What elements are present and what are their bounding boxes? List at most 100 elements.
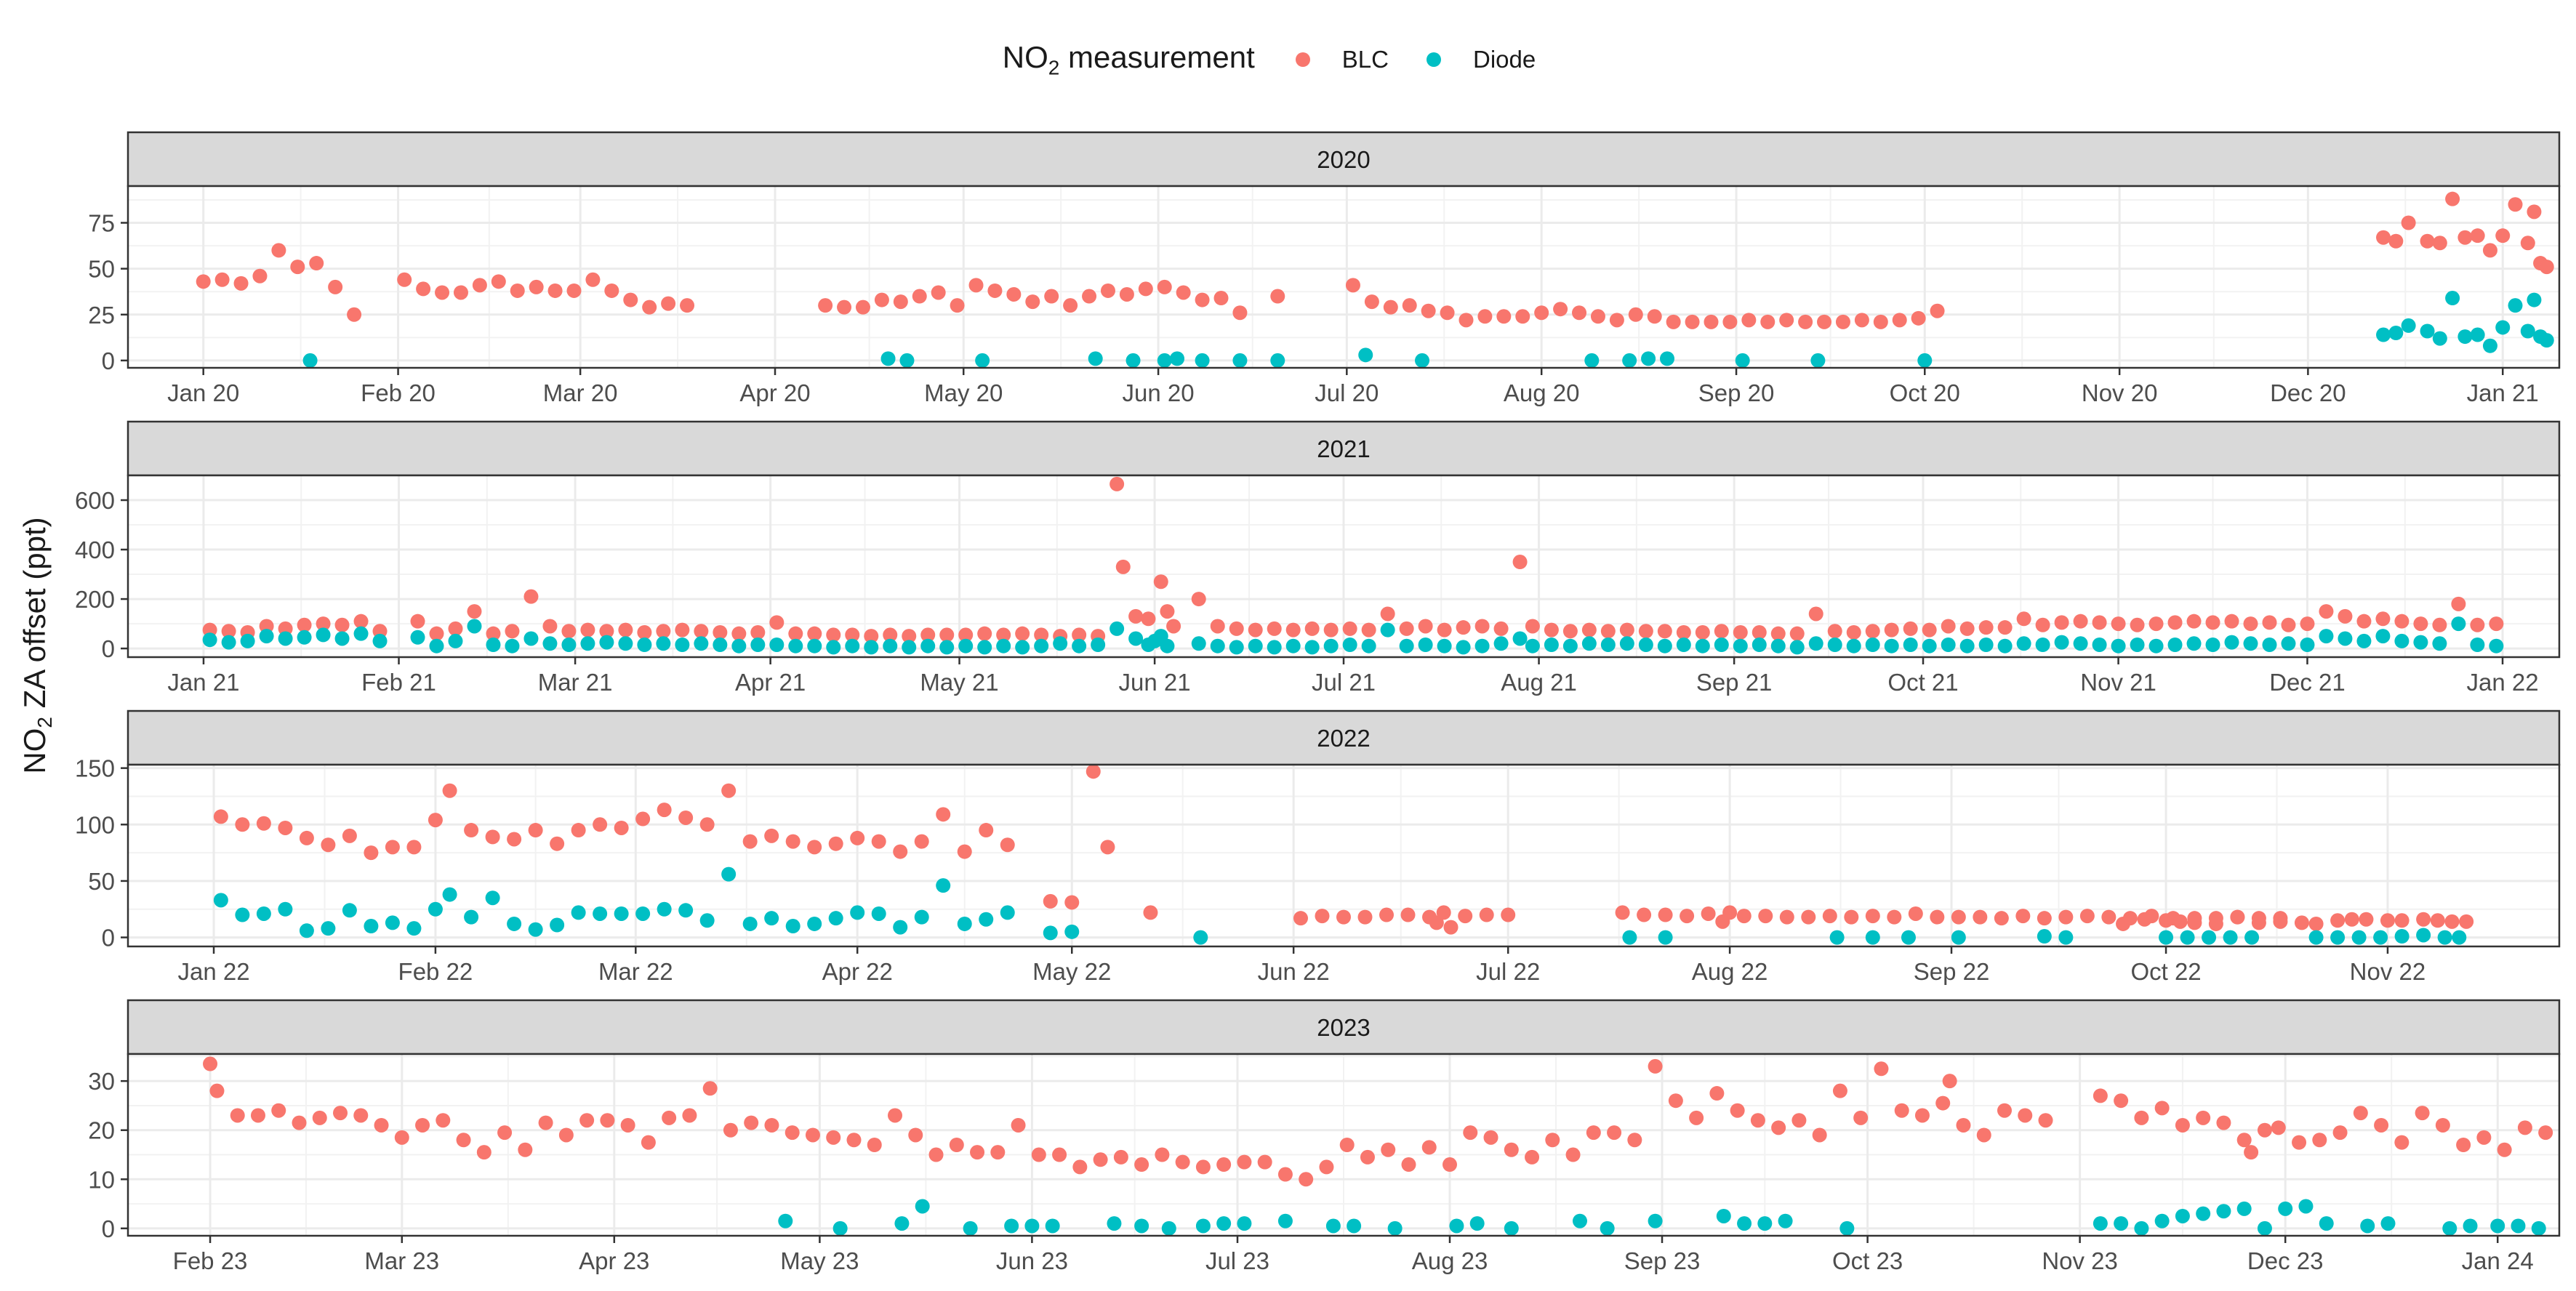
data-points [203,1056,2553,1236]
point-diode [1229,640,1244,655]
point-blc [2476,1130,2492,1145]
point-blc [528,823,543,838]
point-blc [928,1147,944,1162]
panel-strip [127,131,2561,188]
point-blc [2432,617,2447,632]
point-blc [1379,907,1395,922]
point-diode [1415,353,1430,368]
panel-border [127,185,2561,369]
point-diode [618,636,633,651]
point-diode [2236,1201,2252,1216]
point-diode [2243,636,2258,651]
point-blc [1668,1093,1683,1109]
point-blc [893,844,908,859]
point-blc [1874,1061,1889,1077]
point-blc [2054,615,2069,630]
point-blc [196,274,211,289]
point-diode [635,906,651,921]
point-blc [505,624,520,639]
point-blc [1733,624,1748,640]
point-diode [1088,351,1103,366]
point-diode [915,1199,930,1214]
point-blc [566,283,582,298]
point-blc [1760,314,1775,329]
point-diode [1161,1220,1176,1236]
point-diode [1735,353,1750,368]
point-blc [678,810,694,825]
point-diode [1789,640,1805,655]
point-blc [1515,309,1530,324]
point-blc [278,820,293,835]
legend-swatch-blc [1295,52,1310,67]
point-blc [1400,907,1416,922]
x-tick-label: Feb 22 [398,958,473,985]
point-blc [2444,914,2460,929]
x-tick-label: Jul 21 [1312,669,1376,696]
legend-label-diode: Diode [1473,46,1536,73]
point-blc [2420,233,2435,249]
point-diode [2463,1218,2478,1234]
point-blc [2401,215,2416,230]
point-blc [2093,1088,2108,1103]
x-tick-label: Aug 23 [1412,1247,1488,1274]
point-diode [221,635,236,650]
point-blc [442,783,457,798]
point-blc [2196,1110,2211,1125]
point-blc [2101,909,2116,925]
point-diode [342,903,357,918]
point-blc [491,274,506,289]
point-blc [2244,1145,2259,1160]
point-diode [2360,1218,2375,1234]
point-diode [893,920,908,935]
point-blc [807,626,822,641]
point-diode [1922,638,1937,653]
point-blc [290,260,305,275]
point-diode [656,636,671,651]
point-diode [2452,930,2467,945]
point-blc [1607,1125,1622,1141]
point-blc [476,1145,491,1160]
point-blc [1808,606,1823,622]
point-blc [416,281,431,297]
point-blc [429,626,444,641]
point-diode [2437,930,2452,945]
point-diode [1323,638,1339,653]
point-blc [1437,622,1452,638]
point-blc [2186,614,2202,629]
point-diode [2262,637,2277,652]
point-diode [1512,631,1528,646]
point-blc [1000,837,1015,853]
y-tick-label: 150 [75,755,115,782]
point-diode [1342,637,1357,652]
point-blc [920,627,936,643]
point-blc [2257,1122,2272,1138]
point-blc [1496,309,1512,324]
point-diode [571,905,586,920]
point-blc [2216,1115,2231,1130]
point-blc [845,627,860,643]
point-blc [485,829,500,845]
point-blc [1072,1159,1088,1175]
point-diode [832,1220,848,1236]
point-blc [448,621,463,636]
point-blc [764,828,779,843]
point-blc [2457,230,2473,245]
point-blc [1141,611,1156,627]
point-blc [2172,914,2188,929]
point-diode [2035,637,2050,652]
point-diode [850,905,865,920]
point-diode [902,640,917,655]
point-blc [1440,305,1455,321]
point-blc [1479,907,1494,922]
point-blc [1232,305,1248,321]
point-diode [894,1216,910,1231]
point-diode [1660,351,1675,366]
point-blc [1709,1086,1725,1101]
point-diode [1884,638,1899,653]
point-diode [2376,327,2391,342]
point-blc [2435,1117,2450,1133]
point-diode [505,638,520,653]
point-blc [1063,298,1078,313]
point-blc [2330,913,2346,928]
x-tick-label: May 20 [924,379,1003,406]
